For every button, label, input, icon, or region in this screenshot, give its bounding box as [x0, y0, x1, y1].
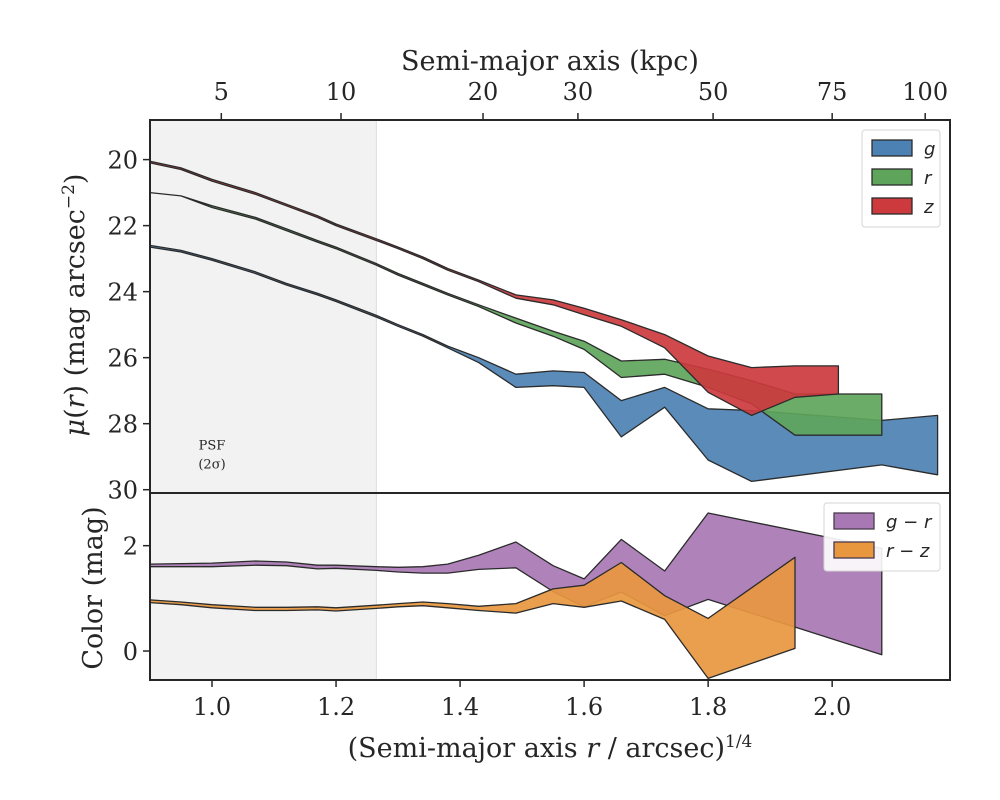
- top-x-axis-title: Semi-major axis (kpc): [401, 46, 699, 77]
- top-x-tick-label-3: 30: [563, 78, 594, 106]
- series-band-bottom-1: [149, 556, 796, 680]
- legend-label-bottom-0: g − r: [886, 512, 933, 533]
- y-tick-label-top-0: 20: [107, 147, 138, 175]
- top-y-axis-title: μ(r) (mag arcsec−2): [59, 174, 91, 437]
- bottom-y-axis-title: Color (mag): [78, 506, 109, 669]
- y-tick-label-bottom-1: 2: [123, 533, 138, 561]
- bottom-x-tick-label-5: 2.0: [813, 693, 851, 721]
- top-x-tick-label-2: 20: [468, 78, 499, 106]
- y-tick-label-bottom-0: 0: [123, 638, 138, 666]
- surface-brightness-panel: 20 22 24 26 28 30 grz 5 10 20 30 50 75 100 PSF (2σ): [107, 78, 951, 505]
- bottom-x-tick-label-4: 1.8: [689, 693, 727, 721]
- top-x-tick-label-0: 5: [214, 78, 229, 106]
- legend-swatch-bottom-0: [833, 512, 875, 530]
- bottom-x-axis-title: (Semi-major axis r / arcsec)1/4: [348, 732, 753, 764]
- series-band-top-0: [149, 244, 939, 483]
- legend-swatch-top-0: [871, 139, 913, 157]
- top-x-tick-label-6: 100: [902, 78, 948, 106]
- bottom-x-tick-label-2: 1.4: [441, 693, 479, 721]
- bottom-x-tick-label-1: 1.2: [317, 693, 355, 721]
- psf-shaded-region: [150, 120, 377, 493]
- legend-label-top-1: r: [924, 168, 933, 189]
- psf-sigma-label: (2σ): [198, 458, 225, 473]
- series-band-top-2: [149, 160, 840, 417]
- legend-label-top-0: g: [924, 139, 935, 160]
- legend-swatch-bottom-1: [833, 541, 875, 559]
- psf-shaded-region: [150, 493, 377, 680]
- series-band-bottom-0: [149, 512, 883, 656]
- y-tick-label-top-3: 26: [107, 345, 138, 373]
- top-x-tick-label-5: 75: [817, 78, 848, 106]
- bottom-x-tick-label-0: 1.0: [193, 693, 231, 721]
- top-x-tick-label-1: 10: [326, 78, 357, 106]
- bottom-x-tick-label-3: 1.6: [565, 693, 603, 721]
- y-tick-label-top-2: 24: [107, 279, 138, 307]
- legend-label-bottom-1: r − z: [886, 541, 930, 562]
- legend-swatch-top-2: [871, 197, 913, 215]
- color-panel: 0 2 g − r r − z 1.0 1.2 1.4 1.6 1.8 2.0: [123, 492, 951, 721]
- top-x-tick-label-4: 50: [698, 78, 729, 106]
- y-tick-label-top-1: 22: [107, 213, 138, 241]
- panel-frame-bottom: [149, 492, 951, 681]
- legend-swatch-top-1: [871, 168, 913, 186]
- y-tick-label-top-4: 28: [107, 411, 138, 439]
- psf-label: PSF: [199, 439, 226, 454]
- y-tick-label-top-5: 30: [107, 477, 138, 505]
- legend-label-top-2: z: [923, 197, 934, 218]
